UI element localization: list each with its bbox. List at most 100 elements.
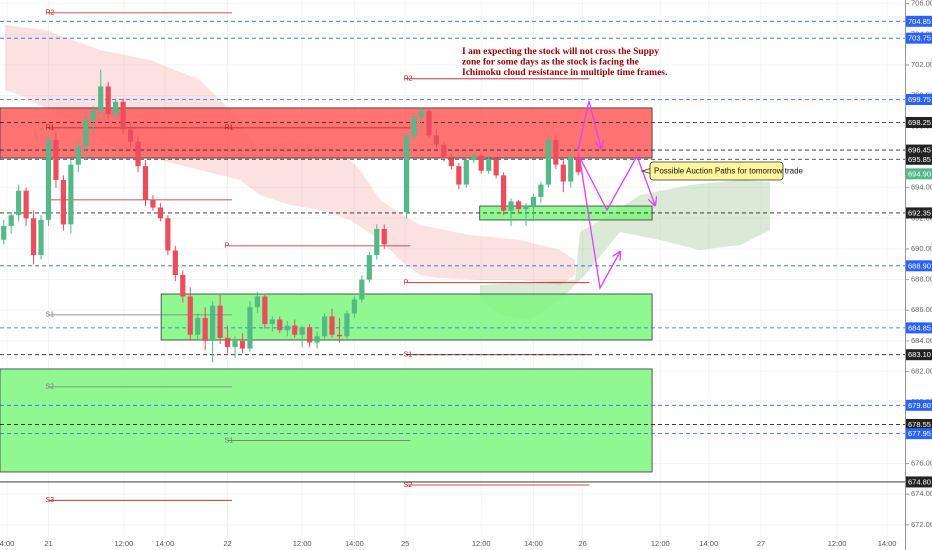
candle-body [165, 218, 171, 251]
candle-body [180, 275, 186, 297]
candle-body [68, 164, 74, 225]
y-tick-label: 690.00 [911, 244, 932, 253]
price-tag [906, 144, 932, 156]
candle-body [269, 319, 275, 325]
candle-body [418, 110, 425, 118]
candle-body [157, 207, 164, 219]
candle-body [411, 117, 417, 136]
candle-body [150, 199, 156, 208]
candle-body [292, 325, 298, 335]
candle-body [90, 110, 96, 121]
callout-box [649, 161, 784, 181]
price-tag-label: 699.75 [908, 95, 931, 104]
price-tag-label: 704.85 [908, 17, 931, 26]
candle-body [560, 164, 566, 182]
x-tick-label: 25 [401, 539, 409, 548]
candle-body [284, 325, 290, 331]
price-tag [906, 476, 932, 488]
candle-body [1, 225, 7, 240]
price-tag [906, 399, 932, 411]
candle-body [30, 218, 37, 256]
price-tag [906, 116, 932, 128]
candle-body [508, 201, 514, 211]
candle-body [45, 140, 52, 220]
pivot-label: P [225, 243, 230, 250]
candle-body [239, 340, 246, 349]
y-tick-label: 686.00 [911, 305, 932, 314]
candle-body [224, 337, 231, 348]
candle-body [433, 135, 440, 145]
candle-body [463, 160, 469, 185]
candle-body [351, 299, 357, 314]
pivot-label: S2 [45, 384, 54, 391]
candle-body [381, 229, 387, 245]
price-tag [906, 349, 932, 361]
x-tick-label: 14:00 [155, 539, 174, 548]
pivot-label: R1 [225, 125, 234, 132]
pivot-label: P [404, 280, 409, 287]
path-down [579, 159, 620, 290]
callout: Possible Auction Paths for tomorrow trad… [640, 161, 804, 181]
candle-body [277, 319, 283, 331]
candle-body [135, 141, 141, 167]
callout-text: Possible Auction Paths for tomorrow trad… [654, 167, 804, 176]
candle-body [120, 101, 126, 130]
candle-body [523, 206, 529, 210]
candle-body [247, 307, 253, 349]
candle-body [486, 158, 492, 171]
levels [0, 20, 905, 483]
candle-body [538, 184, 544, 197]
x-tick-label: 22 [223, 539, 231, 548]
price-tag [906, 418, 932, 430]
zones [0, 107, 653, 473]
y-tick-label: 672.00 [911, 520, 932, 529]
x-tick-label: 14:00 [699, 539, 718, 548]
candle-body [299, 327, 305, 335]
candle-body [374, 229, 380, 256]
candle-body [426, 110, 432, 136]
y-tick-label: 682.00 [911, 367, 932, 376]
candle-body [83, 120, 89, 147]
candle-body [321, 316, 328, 337]
price-tag [906, 207, 932, 219]
x-tick-label: 14:00 [878, 539, 897, 548]
candle-body [254, 296, 260, 308]
candle-body [545, 140, 551, 185]
pivot-label: R1 [45, 125, 54, 132]
price-tag-label: 684.85 [908, 323, 931, 332]
x-tick-label: 12:00 [293, 539, 312, 548]
candle-body [441, 144, 447, 159]
candle-body [456, 166, 462, 185]
cloud-bullish [480, 180, 770, 320]
candle-body [75, 146, 81, 165]
price-tag-label: 677.95 [908, 429, 931, 438]
price-tag [906, 15, 932, 27]
candle-body [217, 305, 223, 338]
candle-body [493, 158, 499, 176]
pivot-label: R2 [45, 10, 54, 17]
price-tag-label: 695.85 [908, 155, 931, 164]
candle-body [172, 250, 178, 275]
candle-body [187, 296, 193, 335]
y-tick-label: 694.00 [911, 183, 932, 192]
x-tick-label: 12:00 [114, 539, 133, 548]
y-tick-label: 684.00 [911, 336, 932, 345]
price-tag [906, 153, 932, 165]
y-tick-label: 676.00 [911, 459, 932, 468]
pivot-label: R2 [404, 76, 413, 83]
candle-body [142, 166, 149, 200]
price-tag-label: 679.80 [908, 401, 931, 410]
candle-body [113, 101, 119, 115]
x-tick-label: 12:00 [472, 539, 491, 548]
price-tag-label: 698.25 [908, 118, 931, 127]
x-tick-label: 27 [757, 539, 765, 548]
x-tick-label: 4:00 [0, 539, 14, 548]
price-tag [906, 168, 932, 180]
candle-body [478, 155, 484, 171]
candle-body [38, 219, 44, 256]
price-tag [906, 428, 932, 440]
x-tick-label: 12:00 [828, 539, 847, 548]
